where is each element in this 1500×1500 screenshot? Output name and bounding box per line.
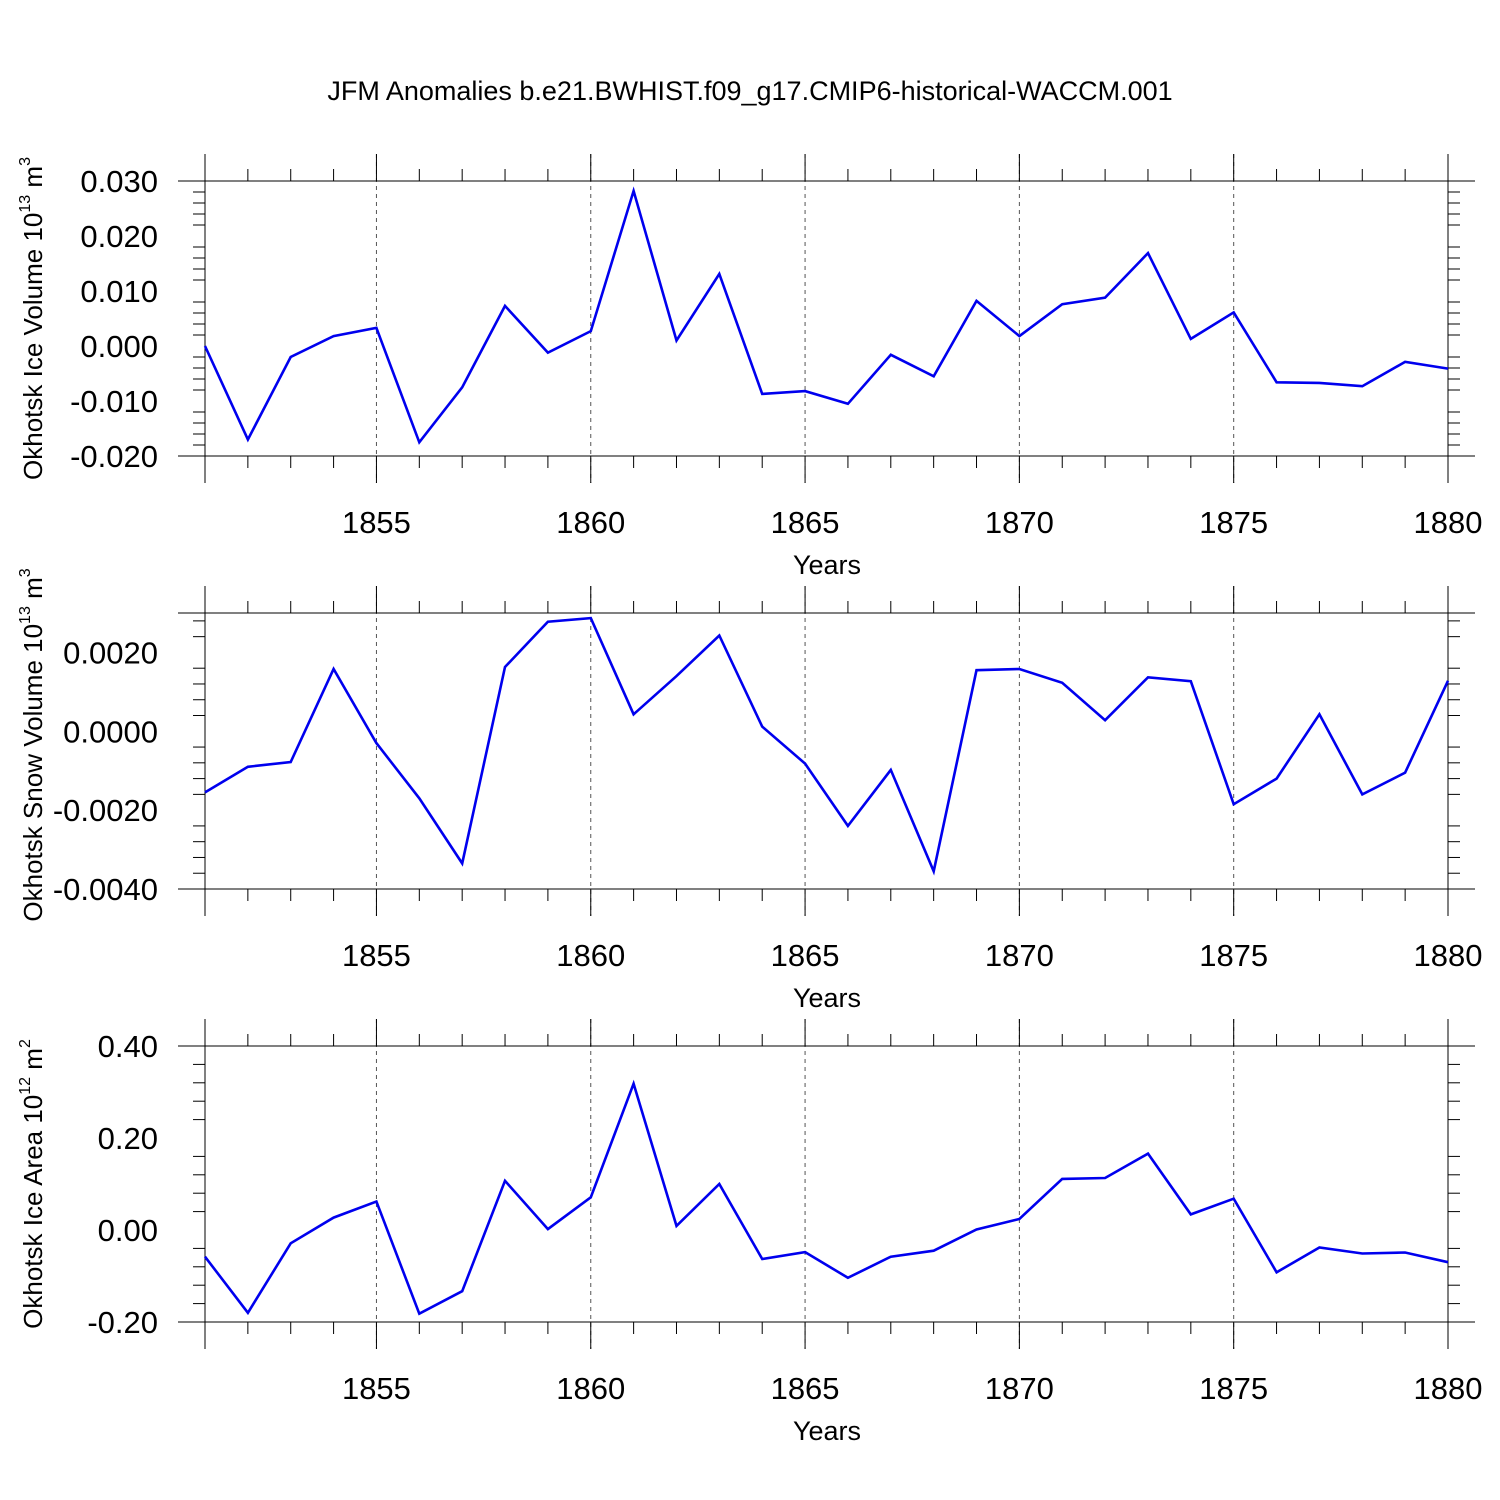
- y-tick-label: 0.0020: [63, 635, 158, 670]
- series-line: [204, 616, 1450, 876]
- panel-snow-volume: -0.0040 -0.0020 0.0000 0.0020 1855 1860 1865 18…: [17, 568, 1482, 1013]
- y-tick-label: 0.20: [98, 1121, 158, 1156]
- x-tick-label: 1870: [985, 938, 1054, 973]
- y-tick-label: -0.0020: [53, 793, 158, 828]
- x-tick-label: 1855: [342, 505, 411, 540]
- x-axis-label: Years: [793, 550, 861, 580]
- x-tick-label: 1860: [556, 505, 625, 540]
- y-tick-label: 0.020: [80, 219, 158, 254]
- x-tick-label: 1860: [556, 938, 625, 973]
- x-tick-label: 1880: [1414, 938, 1483, 973]
- x-tick-label: 1855: [342, 938, 411, 973]
- y-tick-label: 0.000: [80, 329, 158, 364]
- y-tick-label: 0.40: [98, 1029, 158, 1064]
- x-tick-label: 1875: [1199, 938, 1268, 973]
- x-tick-label: 1865: [771, 505, 840, 540]
- x-axis-label: Years: [793, 983, 861, 1013]
- x-tick-label: 1865: [771, 938, 840, 973]
- x-tick-label: 1860: [556, 1371, 625, 1406]
- y-tick-label: 0.0000: [63, 714, 158, 749]
- x-tick-label: 1880: [1414, 1371, 1483, 1406]
- y-tick-label: -0.020: [70, 439, 158, 474]
- y-tick-label: 0.030: [80, 164, 158, 199]
- y-tick-label: 0.00: [98, 1213, 158, 1248]
- x-tick-label: 1880: [1414, 505, 1483, 540]
- y-tick-label: -0.20: [87, 1305, 158, 1340]
- x-tick-label: 1875: [1199, 1371, 1268, 1406]
- panel-ice-area: -0.20 0.00 0.20 0.40 1855 1860 1865 1870 1875 188…: [17, 1019, 1482, 1446]
- x-tick-label: 1855: [342, 1371, 411, 1406]
- y-axis-label: Okhotsk Snow Volume 1013 m3: [17, 568, 48, 921]
- x-tick-label: 1870: [985, 1371, 1054, 1406]
- x-axis-label: Years: [793, 1416, 861, 1446]
- x-tick-label: 1870: [985, 505, 1054, 540]
- y-axis-label: Okhotsk Ice Area 1012 m2: [17, 1039, 48, 1329]
- series-line: [203, 1079, 1449, 1316]
- panel-ice-volume: -0.020 -0.010 0.000 0.010 0.020 0.030 1855 1860…: [17, 154, 1482, 580]
- y-tick-label: -0.010: [70, 384, 158, 419]
- x-tick-label: 1865: [771, 1371, 840, 1406]
- x-tick-label: 1875: [1199, 505, 1268, 540]
- chart-title: JFM Anomalies b.e21.BWHIST.f09_g17.CMIP6…: [327, 76, 1173, 106]
- series-line: [203, 186, 1449, 445]
- y-tick-label: -0.0040: [53, 872, 158, 907]
- y-axis-label: Okhotsk Ice Volume 1013 m3: [17, 157, 48, 480]
- y-tick-label: 0.010: [80, 274, 158, 309]
